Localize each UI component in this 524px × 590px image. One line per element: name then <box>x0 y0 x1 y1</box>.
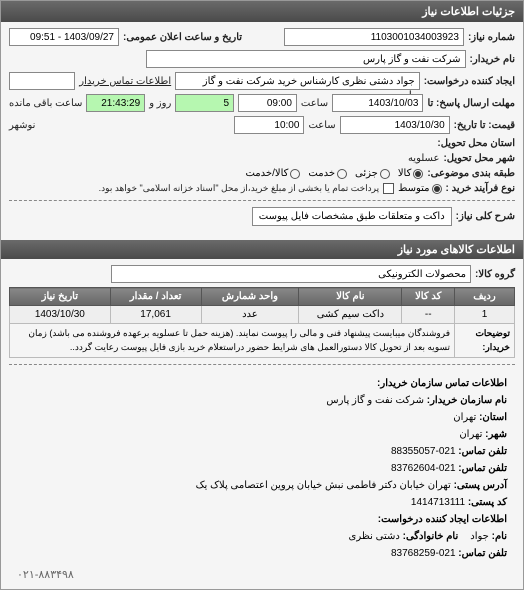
note-label: توضیحات خریدار: <box>455 324 515 358</box>
note-row: توضیحات خریدار: فروشندگان میبایست پیشنها… <box>10 324 515 358</box>
time-remaining: 21:43:29 <box>86 94 145 112</box>
contact-block: اطلاعات تماس سازمان خریدار: نام سازمان خ… <box>9 371 515 566</box>
pubdate-label: تاریخ و ساعت اعلان عمومی: <box>123 32 242 43</box>
radio-partial-label: جزئی <box>355 168 378 179</box>
addr-label: آدرس پستی: <box>454 480 507 491</box>
radio-partial[interactable] <box>380 169 390 179</box>
contact-title: اطلاعات تماس سازمان خریدار: <box>377 378 507 389</box>
payment-note: پرداخت تمام یا بخشی از مبلغ خرید،از محل … <box>99 183 379 194</box>
deadline-date: 1403/10/03 <box>332 94 423 112</box>
panel-header: جزئیات اطلاعات نیاز <box>1 1 523 22</box>
class-radio-group: کالا جزئی خدمت کالا/خدمت <box>245 168 423 179</box>
note-text: فروشندگان میبایست پیشنهاد فنی و مالی را … <box>10 324 455 358</box>
valid-date: 1403/10/30 <box>340 116 450 134</box>
days-remaining: 5 <box>175 94 234 112</box>
zip-value: 1414713111 <box>411 497 465 508</box>
class-label: طبقه بندی موضوعی: <box>427 168 515 179</box>
city-value: تهران <box>459 429 482 440</box>
creator-label: ایجاد کننده درخواست: <box>424 76 515 87</box>
footer-phone: ۰۲۱-۸۸۳۴۹۸ <box>9 566 515 583</box>
state-label: استان: <box>479 412 507 423</box>
noprice-label: نوشهر <box>9 120 35 131</box>
cell-date: 1403/10/30 <box>10 306 111 324</box>
th-qty: تعداد / مقدار <box>110 288 201 306</box>
deliv-city: عسلویه <box>408 153 440 164</box>
time-label-2: ساعت <box>308 120 335 131</box>
radio-both-label: کالا/خدمت <box>245 168 288 179</box>
buyer-contact-link[interactable]: اطلاعات تماس خریدار <box>79 76 171 87</box>
cell-name: داکت سیم کشی <box>299 306 402 324</box>
radio-both[interactable] <box>290 169 300 179</box>
th-name: نام کالا <box>299 288 402 306</box>
radio-medium-label: متوسط <box>398 183 429 194</box>
items-section-title: اطلاعات کالاهای مورد نیاز <box>1 240 523 259</box>
cname-label: نام: <box>492 531 507 542</box>
cell-qty: 17,061 <box>110 306 201 324</box>
treasury-checkbox[interactable] <box>383 183 394 194</box>
th-unit: واحد شمارش <box>201 288 299 306</box>
radio-goods-label: کالا <box>398 168 412 179</box>
buyer-field: شرکت نفت و گاز پارس <box>146 50 466 68</box>
pubdate-field: 1403/09/27 - 09:51 <box>9 28 119 46</box>
org-label: نام سازمان خریدار: <box>427 395 507 406</box>
time-label-1: ساعت <box>301 98 328 109</box>
deliv-city-label: شهر محل تحویل: <box>443 153 515 164</box>
fax-label: تلفن تماس: <box>458 463 507 474</box>
table-row: 1 -- داکت سیم کشی عدد 17,061 1403/10/30 <box>10 306 515 324</box>
state-value: تهران <box>453 412 476 423</box>
cell-idx: 1 <box>455 306 515 324</box>
clname-label: نام خانوادگی: <box>403 531 459 542</box>
deliv-state-label: استان محل تحویل: <box>437 138 515 149</box>
th-date: تاریخ نیاز <box>10 288 111 306</box>
zip-label: کد پستی: <box>468 497 507 508</box>
phone-label: تلفن تماس: <box>458 446 507 457</box>
cell-code: -- <box>402 306 455 324</box>
cell-unit: عدد <box>201 306 299 324</box>
buyer-contact-field <box>9 72 75 90</box>
items-table: ردیف کد کالا نام کالا واحد شمارش تعداد /… <box>9 287 515 358</box>
days-label: روز و <box>149 98 171 109</box>
reqnum-label: شماره نیاز: <box>468 32 515 43</box>
cname-value: جواد <box>470 531 489 542</box>
buyer-label: نام خریدار: <box>470 54 515 65</box>
group-field: محصولات الکترونیکی <box>111 265 471 283</box>
addr-value: تهران خیابان دکتر فاطمی نبش خیابان پروین… <box>196 480 451 491</box>
creator-title: اطلاعات ایجاد کننده درخواست: <box>378 514 507 525</box>
size-label: نوع فرآیند خرید : <box>446 183 515 194</box>
th-code: کد کالا <box>402 288 455 306</box>
radio-medium[interactable] <box>432 184 442 194</box>
cphone-value: 021-83768259 <box>391 548 456 559</box>
creator-field: جواد دشتی نظری کارشناس خرید شرکت نفت و گ… <box>175 72 420 90</box>
valid-to-label: قیمت: تا تاریخ: <box>454 120 515 131</box>
radio-goods[interactable] <box>413 169 423 179</box>
group-label: گروه کالا: <box>475 269 515 280</box>
clname-value: دشتی نظری <box>349 531 400 542</box>
deadline-time: 09:00 <box>238 94 297 112</box>
radio-service-label: خدمت <box>308 168 335 179</box>
fax-value: 021-83762604 <box>391 463 456 474</box>
th-row: ردیف <box>455 288 515 306</box>
radio-service[interactable] <box>337 169 347 179</box>
valid-time: 10:00 <box>234 116 304 134</box>
summary-label: شرح کلی نیاز: <box>456 211 515 222</box>
reqnum-field: 1103001034003923 <box>284 28 464 46</box>
time-remaining-label: ساعت باقی مانده <box>9 98 82 109</box>
city-label: شهر: <box>485 429 507 440</box>
org-value: شرکت نفت و گاز پارس <box>326 395 424 406</box>
summary-box: داکت و متعلقات طبق مشخصات فایل پیوست <box>252 207 452 226</box>
deadline-label: مهلت ارسال پاسخ: تا <box>427 98 515 109</box>
phone-value: 021-88355057 <box>391 446 456 457</box>
cphone-label: تلفن تماس: <box>458 548 507 559</box>
